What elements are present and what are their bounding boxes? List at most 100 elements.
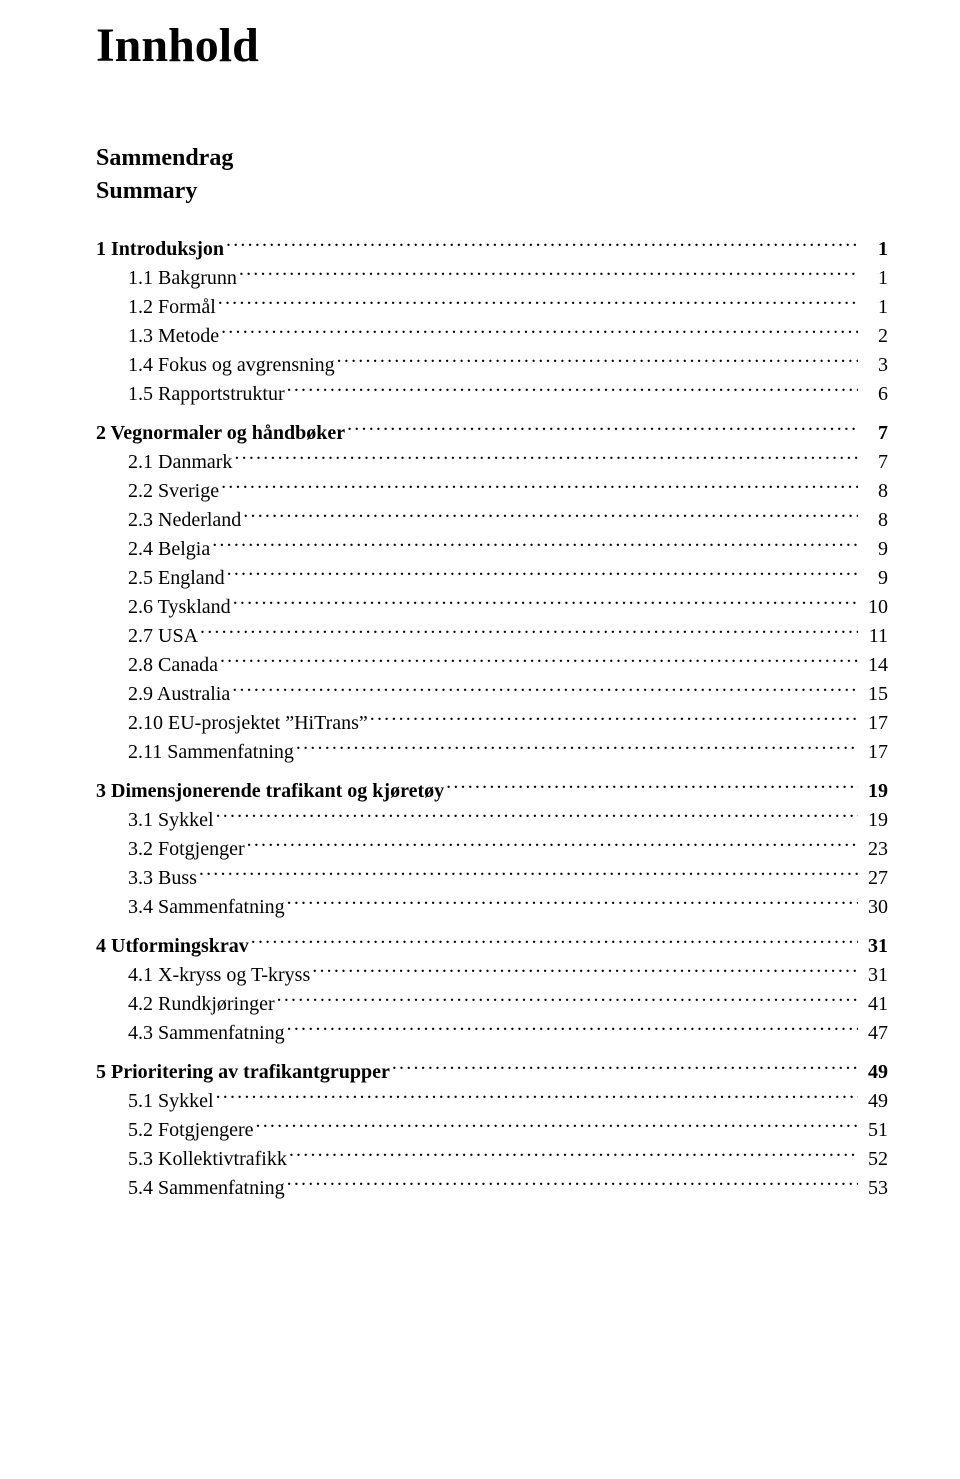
toc-entry: 2.4 Belgia 9 — [96, 535, 888, 564]
toc-page-number: 19 — [860, 777, 888, 806]
toc-entry: 1.3 Metode2 — [96, 322, 888, 351]
toc-page-number: 19 — [860, 806, 888, 835]
toc-label: 2.1 Danmark — [128, 448, 232, 477]
toc-entry: 5.1 Sykkel49 — [96, 1087, 888, 1116]
toc-entry: 2.2 Sverige8 — [96, 477, 888, 506]
toc-entry: 3.4 Sammenfatning30 — [96, 893, 888, 922]
toc-heading: 4 Utformingskrav31 — [96, 932, 888, 961]
toc-page-number: 31 — [860, 961, 888, 990]
toc-leader-dots — [289, 1145, 858, 1165]
toc-leader-dots — [232, 680, 858, 700]
toc-label: 1 Introduksjon — [96, 235, 224, 264]
toc-leader-dots — [256, 1116, 858, 1136]
toc-entry: 1.5 Rapportstruktur 6 — [96, 380, 888, 409]
toc-leader-dots — [446, 777, 858, 797]
toc-entry: 3.2 Fotgjenger23 — [96, 835, 888, 864]
toc-section: 5 Prioritering av trafikantgrupper495.1 … — [96, 1058, 888, 1203]
toc-page-number: 1 — [860, 264, 888, 293]
toc-entry: 5.3 Kollektivtrafikk52 — [96, 1145, 888, 1174]
toc-section: 2 Vegnormaler og håndbøker72.1 Danmark72… — [96, 419, 888, 767]
toc-entry: 1.2 Formål 1 — [96, 293, 888, 322]
toc-label: 2.6 Tyskland — [128, 593, 231, 622]
toc-leader-dots — [212, 535, 858, 555]
toc-page-number: 1 — [860, 293, 888, 322]
toc-leader-dots — [227, 564, 858, 584]
toc-page-number: 7 — [860, 448, 888, 477]
toc-section: 4 Utformingskrav314.1 X-kryss og T-kryss… — [96, 932, 888, 1048]
toc-heading: 2 Vegnormaler og håndbøker 7 — [96, 419, 888, 448]
toc-page-number: 11 — [860, 622, 888, 651]
toc-label: 2.10 EU-prosjektet ”HiTrans” — [128, 709, 368, 738]
page-title: Innhold — [96, 18, 888, 73]
toc-label: 3.2 Fotgjenger — [128, 835, 245, 864]
toc-label: 2.5 England — [128, 564, 225, 593]
toc-page-number: 3 — [860, 351, 888, 380]
toc-label: 2.7 USA — [128, 622, 198, 651]
toc-entry: 2.5 England 9 — [96, 564, 888, 593]
toc-label: 3.3 Buss — [128, 864, 197, 893]
toc-label: 2.9 Australia — [128, 680, 230, 709]
toc-label: 3.1 Sykkel — [128, 806, 214, 835]
toc-leader-dots — [287, 1174, 858, 1194]
toc-page-number: 17 — [860, 738, 888, 767]
toc-entry: 1.1 Bakgrunn1 — [96, 264, 888, 293]
toc-entry: 2.8 Canada14 — [96, 651, 888, 680]
toc-leader-dots — [233, 593, 858, 613]
toc-page-number: 9 — [860, 564, 888, 593]
toc-page-number: 31 — [860, 932, 888, 961]
toc-entry: 2.10 EU-prosjektet ”HiTrans” 17 — [96, 709, 888, 738]
toc-label: 2.3 Nederland — [128, 506, 241, 535]
toc-heading: 1 Introduksjon1 — [96, 235, 888, 264]
front-matter: Sammendrag Summary — [96, 145, 888, 205]
toc-leader-dots — [277, 990, 858, 1010]
toc-label: 1.4 Fokus og avgrensning — [128, 351, 335, 380]
toc-entry: 4.2 Rundkjøringer41 — [96, 990, 888, 1019]
toc-label: 5 Prioritering av trafikantgrupper — [96, 1058, 390, 1087]
toc-entry: 3.1 Sykkel 19 — [96, 806, 888, 835]
toc-page-number: 9 — [860, 535, 888, 564]
toc-leader-dots — [251, 932, 858, 952]
toc-entry: 2.6 Tyskland10 — [96, 593, 888, 622]
toc-entry: 4.1 X-kryss og T-kryss 31 — [96, 961, 888, 990]
toc-label: 2.11 Sammenfatning — [128, 738, 294, 767]
toc-leader-dots — [370, 709, 858, 729]
toc-leader-dots — [200, 622, 858, 642]
front-line: Summary — [96, 178, 888, 205]
toc-page-number: 30 — [860, 893, 888, 922]
toc-leader-dots — [296, 738, 858, 758]
toc-entry: 5.2 Fotgjengere51 — [96, 1116, 888, 1145]
toc-label: 1.5 Rapportstruktur — [128, 380, 285, 409]
toc-page-number: 8 — [860, 506, 888, 535]
toc-label: 2.4 Belgia — [128, 535, 210, 564]
toc-page-number: 6 — [860, 380, 888, 409]
toc-page-number: 7 — [860, 419, 888, 448]
toc-label: 5.1 Sykkel — [128, 1087, 214, 1116]
toc-page-number: 17 — [860, 709, 888, 738]
toc-leader-dots — [243, 506, 858, 526]
toc-page-number: 2 — [860, 322, 888, 351]
toc-leader-dots — [216, 806, 858, 826]
front-line: Sammendrag — [96, 145, 888, 172]
toc-section: 3 Dimensjonerende trafikant og kjøretøy1… — [96, 777, 888, 922]
toc-leader-dots — [199, 864, 858, 884]
toc-page-number: 49 — [860, 1058, 888, 1087]
toc-leader-dots — [392, 1058, 858, 1078]
toc-entry: 4.3 Sammenfatning47 — [96, 1019, 888, 1048]
toc-entry: 2.1 Danmark 7 — [96, 448, 888, 477]
toc-heading: 5 Prioritering av trafikantgrupper 49 — [96, 1058, 888, 1087]
toc-leader-dots — [226, 235, 858, 255]
toc-label: 1.2 Formål — [128, 293, 216, 322]
toc-heading: 3 Dimensjonerende trafikant og kjøretøy1… — [96, 777, 888, 806]
toc-leader-dots — [287, 380, 858, 400]
toc-entry: 5.4 Sammenfatning53 — [96, 1174, 888, 1203]
toc-label: 5.3 Kollektivtrafikk — [128, 1145, 287, 1174]
toc-leader-dots — [287, 893, 858, 913]
toc-leader-dots — [221, 477, 858, 497]
toc-label: 4.1 X-kryss og T-kryss — [128, 961, 310, 990]
toc-label: 2 Vegnormaler og håndbøker — [96, 419, 345, 448]
toc-page-number: 51 — [860, 1116, 888, 1145]
toc-leader-dots — [247, 835, 858, 855]
table-of-contents: 1 Introduksjon11.1 Bakgrunn11.2 Formål11… — [96, 235, 888, 1213]
toc-label: 2.2 Sverige — [128, 477, 219, 506]
toc-leader-dots — [218, 293, 858, 313]
